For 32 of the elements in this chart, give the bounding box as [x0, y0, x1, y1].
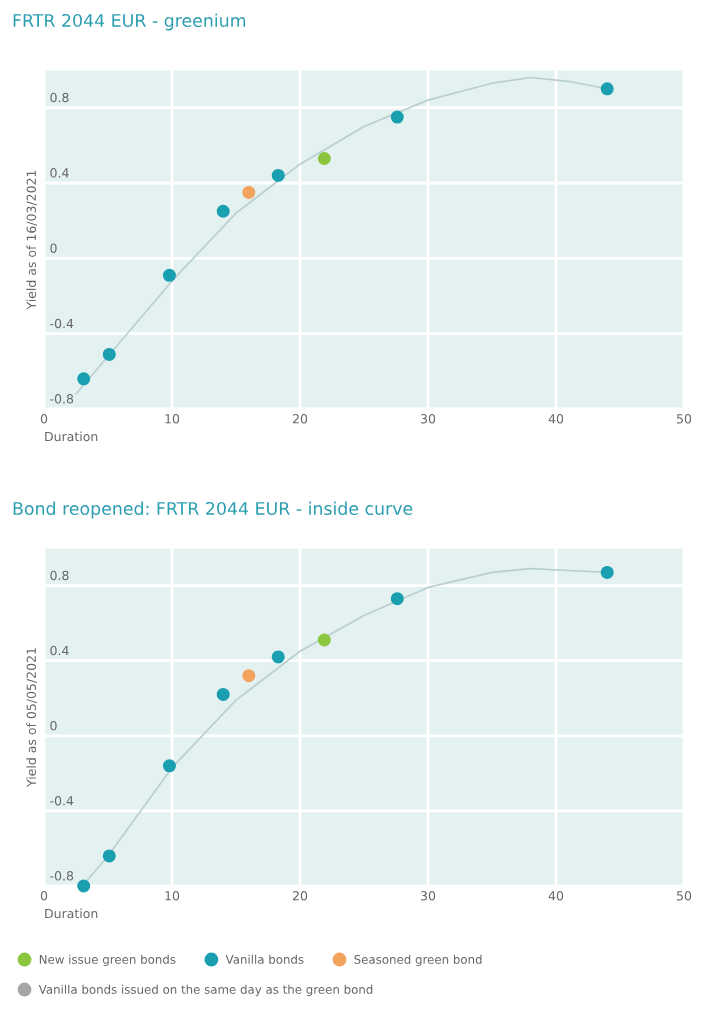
y-tick-label: 0.4	[50, 168, 69, 178]
y-tick-label: -0.8	[50, 394, 74, 404]
x-tick-label: 20	[292, 891, 308, 901]
y-tick-label: 0.8	[50, 570, 69, 581]
x-tick-label: 50	[677, 414, 692, 424]
y-tick-label: 0	[50, 243, 57, 253]
x-tick-label: 40	[548, 414, 564, 424]
x-tick-label: 30	[421, 891, 436, 901]
x-tick-label: 10	[165, 414, 180, 424]
x-tick-label: 30	[421, 414, 436, 424]
y-axis-title: Yield as of 16/03/2021	[26, 170, 37, 310]
x-tick-label: 0	[40, 414, 48, 424]
chart-title: FRTR 2044 EUR - greenium	[13, 13, 246, 31]
x-axis-title: Duration	[45, 431, 98, 442]
y-tick-label: 0.8	[50, 92, 69, 103]
y-tick-label: 0.4	[50, 645, 69, 656]
x-tick-label: 50	[677, 891, 692, 901]
y-axis-title: Yield as of 05/05/2021	[26, 648, 37, 787]
legend-label: Vanilla bonds issued on the same day as the green bond	[38, 984, 373, 997]
legend-label: Vanilla bonds	[225, 954, 304, 964]
x-tick-label: 10	[165, 891, 180, 901]
x-axis-title: Duration	[45, 908, 98, 919]
y-tick-label: -0.4	[50, 796, 74, 806]
x-tick-label: 40	[548, 891, 564, 901]
y-tick-label: -0.8	[50, 871, 74, 881]
legend-label: Seasoned green bond	[354, 954, 482, 967]
y-tick-label: -0.4	[50, 318, 74, 329]
legend-label: New issue green bonds	[39, 954, 176, 967]
x-tick-label: 20	[292, 414, 308, 424]
x-tick-label: 0	[40, 891, 48, 901]
chart-title: Bond reopened: FRTR 2044 EUR - inside curve	[13, 501, 413, 519]
y-tick-label: 0	[50, 720, 57, 731]
